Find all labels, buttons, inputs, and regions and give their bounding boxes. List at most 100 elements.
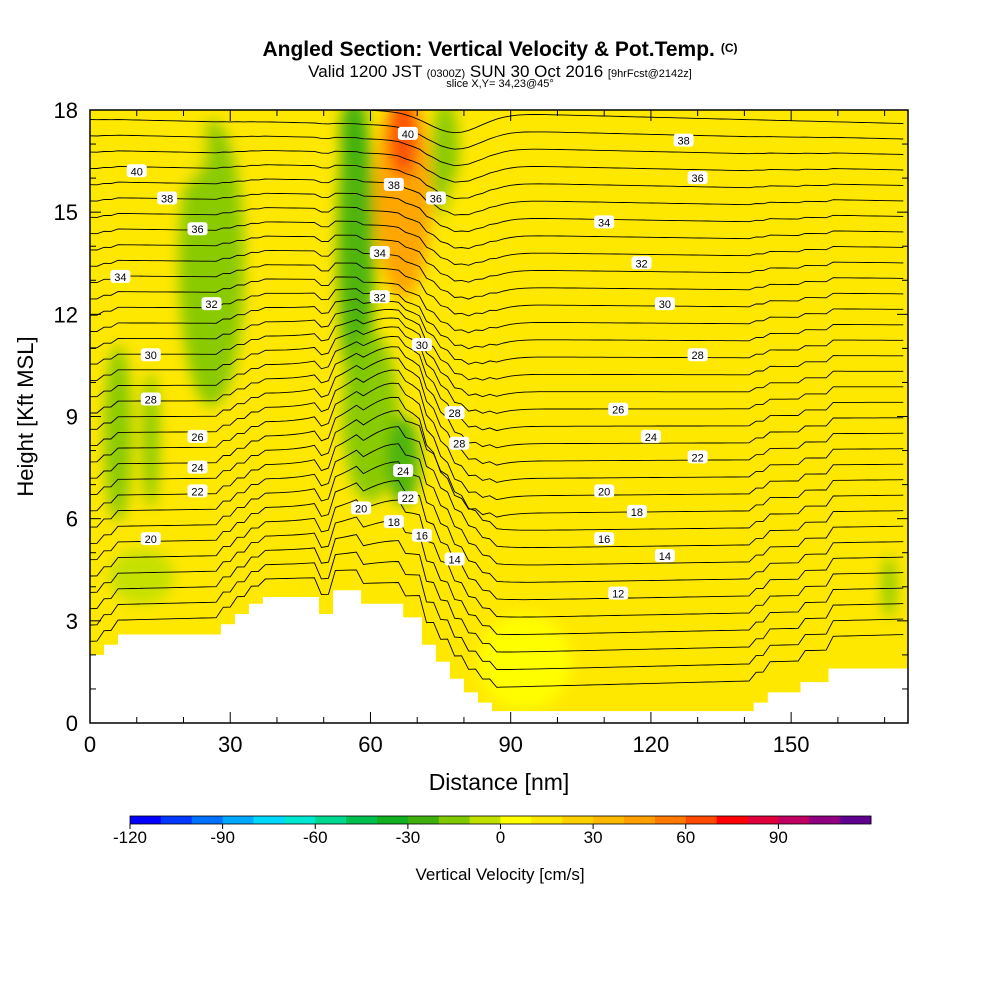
colorbar: -120 -90 -60 -30 0 30 60 90 Vertical Velocity [c… (113, 815, 872, 884)
x-tick-label: 0 (84, 732, 96, 757)
isentrope-line (90, 276, 904, 334)
plot-area: 40 38 36 34 32 30 28 26 24 22 20 40 38 36 34 32 30 28 28 24… (90, 110, 908, 723)
colorbar-tick-label: -120 (113, 828, 147, 847)
isentrope-label: 36 (191, 224, 203, 236)
velocity-cell (337, 110, 376, 400)
velocity-cell (882, 556, 897, 618)
isentrope-label: 26 (191, 432, 203, 444)
isentrope-label-box (393, 463, 414, 477)
isentrope-label: 30 (145, 350, 157, 362)
isentrope-label: 28 (453, 439, 465, 451)
isentrope-line (90, 443, 904, 566)
isentrope-line (90, 317, 904, 398)
isentrope-label-box (187, 484, 208, 498)
isentrope-label: 22 (402, 493, 414, 505)
colorbar-tick-label: 90 (769, 828, 788, 847)
colorbar-swatch (130, 816, 162, 824)
isentrope-line (90, 220, 904, 266)
isentrope-line (90, 288, 904, 350)
isentrope-label: 28 (448, 408, 460, 420)
utc-time: (0300Z) (426, 68, 466, 80)
chart-subtitle: Valid 1200 JST (0300Z) SUN 30 Oct 2016 [… (0, 62, 1000, 82)
isentrope-label-box (187, 222, 208, 236)
isentrope-line (90, 426, 904, 549)
isentrope-label: 38 (161, 194, 173, 206)
colorbar-label: Vertical Velocity [cm/s] (415, 865, 584, 884)
isentrope-line (90, 346, 904, 449)
isentrope-label-box (411, 528, 432, 542)
isentrope-label-box (383, 515, 404, 529)
colorbar-tick-label: 60 (676, 828, 695, 847)
colorbar-swatch (253, 816, 285, 824)
isentrope-line (90, 192, 904, 233)
isentrope-label-box (140, 532, 161, 546)
colorbar-swatch (315, 816, 347, 824)
isentrope-line (90, 410, 904, 531)
isentrope-label: 22 (191, 486, 203, 498)
isentrope-label-box (187, 460, 208, 474)
colorbar-swatch (191, 816, 224, 824)
colorbar-swatch (654, 816, 687, 824)
isentrope-label: 30 (659, 299, 671, 311)
x-tick-label: 30 (218, 732, 242, 757)
isentrope-line (90, 119, 904, 150)
colorbar-swatch (747, 816, 779, 824)
isentrope-label: 32 (205, 299, 217, 311)
velocity-cell (104, 344, 133, 523)
isentrope-label: 24 (397, 466, 409, 478)
isentrope-label-box (673, 133, 694, 147)
isentrope-labels: 40 38 36 34 32 30 28 26 24 22 20 40 38 36 34 32 30 28 28 24… (110, 126, 708, 601)
x-tick-label: 60 (358, 732, 382, 757)
y-tick-label: 15 (54, 200, 78, 225)
isentrope-line (90, 206, 904, 249)
isentrope-label-box (201, 297, 222, 311)
x-tick-label: 150 (773, 732, 810, 757)
colorbar-tick-label: -90 (210, 828, 235, 847)
valid-date: SUN 30 Oct 2016 (469, 62, 604, 81)
isentrope-label: 38 (678, 136, 690, 148)
velocity-cell (142, 372, 160, 509)
isentrope-label: 36 (430, 194, 442, 206)
isentrope-line (90, 516, 904, 635)
y-tick-label: 9 (66, 405, 78, 430)
isentrope-label: 28 (692, 350, 704, 362)
colorbar-swatch (160, 816, 193, 824)
colorbar-swatch (222, 816, 254, 824)
y-tick-label: 18 (54, 98, 78, 123)
colorbar-swatch (624, 816, 656, 824)
isentrope-label-box (397, 126, 418, 140)
isentrope-line (90, 298, 904, 365)
isentrope-label-box (157, 191, 178, 205)
isentrope-label-box (687, 171, 708, 185)
colorbar-swatch (840, 816, 872, 824)
title-mark: (C) (720, 41, 738, 55)
forecast-info: [9hrFcst@2142z] (607, 68, 692, 80)
colorbar-swatch (407, 816, 440, 824)
isentrope-label: 24 (645, 432, 657, 444)
isentrope-label-box (140, 392, 161, 406)
chart-title: Angled Section: Vertical Velocity & Pot.… (0, 38, 1000, 62)
isentrope-line (90, 234, 904, 283)
isentrope-line (90, 164, 904, 200)
axis-ticks (89, 109, 908, 724)
isentrope-label: 24 (191, 463, 203, 475)
isentrope-label: 16 (598, 534, 610, 546)
isentrope-line (90, 357, 904, 466)
isentrope-label: 34 (598, 217, 610, 229)
isentrope-label: 36 (692, 173, 704, 185)
isentrope-label-box (594, 532, 615, 546)
isentrope-label-box (110, 269, 131, 283)
isentrope-label-box (626, 504, 647, 518)
colorbar-swatch (685, 816, 718, 824)
isentrope-label: 40 (131, 166, 143, 178)
isentrope-label-box (369, 290, 390, 304)
velocity-cell (342, 331, 399, 502)
colorbar-swatch (778, 816, 810, 824)
isentropes (90, 110, 904, 688)
slice-info: slice X,Y= 34,23@45° (446, 78, 554, 90)
isentrope-line (90, 262, 904, 317)
isentrope-line (90, 178, 904, 216)
isentrope-line (90, 326, 904, 414)
isentrope-label: 40 (402, 129, 414, 141)
isentrope-label-box (187, 429, 208, 443)
